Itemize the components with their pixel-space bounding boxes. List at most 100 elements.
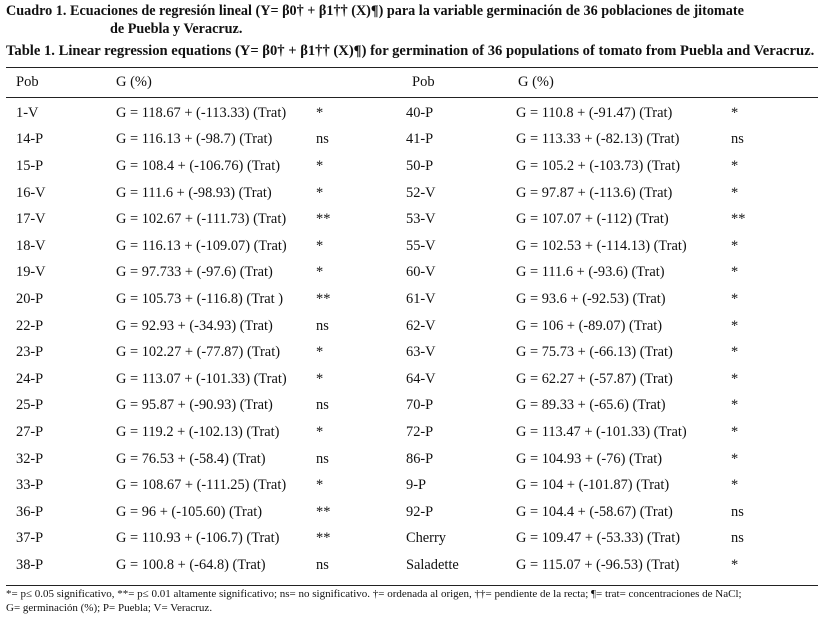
equation-right: G = 102.53 + (-114.13) (Trat) bbox=[516, 237, 687, 254]
significance-left: ** bbox=[316, 503, 331, 520]
equation-right: G = 111.6 + (-93.6) (Trat) bbox=[516, 264, 665, 281]
population-left: 19-V bbox=[16, 264, 46, 281]
significance-right: * bbox=[731, 477, 739, 494]
population-left: 36-P bbox=[16, 503, 44, 520]
equation-right: G = 110.8 + (-91.47) (Trat) bbox=[516, 104, 673, 121]
significance-right: * bbox=[731, 184, 739, 201]
population-left: 17-V bbox=[16, 211, 46, 228]
caption-spanish-line-1: Cuadro 1. Ecuaciones de regresión lineal… bbox=[6, 3, 744, 19]
equation-right: G = 104 + (-101.87) (Trat) bbox=[516, 477, 670, 494]
caption-spanish-line-2: de Puebla y Veracruz. bbox=[110, 21, 243, 37]
equation-left: G = 110.93 + (-106.7) (Trat) bbox=[116, 530, 280, 547]
population-right: 50-P bbox=[406, 157, 434, 174]
population-right: 86-P bbox=[406, 450, 434, 467]
equation-left: G = 76.53 + (-58.4) (Trat) bbox=[116, 450, 266, 467]
equation-left: G = 100.8 + (-64.8) (Trat) bbox=[116, 556, 266, 573]
significance-left: ns bbox=[316, 556, 329, 573]
population-right: 70-P bbox=[406, 397, 434, 414]
table-row: 32-P G = 76.53 + (-58.4) (Trat) ns 86-P G = … bbox=[6, 446, 811, 473]
population-left: 38-P bbox=[16, 556, 44, 573]
table-row: 15-P G = 108.4 + (-106.76) (Trat) * 50-P G =… bbox=[6, 153, 811, 180]
equation-right: G = 115.07 + (-96.53) (Trat) bbox=[516, 556, 680, 573]
significance-left: ns bbox=[316, 450, 329, 467]
significance-left: * bbox=[316, 104, 324, 121]
table-row: 14-P G = 116.13 + (-98.7) (Trat) ns 41-P G =… bbox=[6, 127, 811, 154]
significance-left: ns bbox=[316, 397, 329, 414]
equation-left: G = 116.13 + (-98.7) (Trat) bbox=[116, 131, 273, 148]
population-left: 18-V bbox=[16, 237, 46, 254]
table-row: 17-V G = 102.67 + (-111.73) (Trat) ** 53-V G… bbox=[6, 206, 811, 233]
significance-right: * bbox=[731, 237, 739, 254]
significance-right: * bbox=[731, 370, 739, 387]
significance-right: * bbox=[731, 157, 739, 174]
header-pob-right: Pob bbox=[412, 74, 435, 90]
equation-left: G = 116.13 + (-109.07) (Trat) bbox=[116, 237, 287, 254]
significance-right: * bbox=[731, 450, 739, 467]
significance-left: ** bbox=[316, 290, 331, 307]
significance-right: * bbox=[731, 104, 739, 121]
population-right: 40-P bbox=[406, 104, 434, 121]
equation-right: G = 109.47 + (-53.33) (Trat) bbox=[516, 530, 680, 547]
population-right: 53-V bbox=[406, 211, 436, 228]
equation-right: G = 113.33 + (-82.13) (Trat) bbox=[516, 131, 680, 148]
significance-left: ** bbox=[316, 211, 331, 228]
table-row: 22-P G = 92.93 + (-34.93) (Trat) ns 62-V G =… bbox=[6, 313, 811, 340]
table-row: 33-P G = 108.67 + (-111.25) (Trat) * 9-P G =… bbox=[6, 472, 811, 499]
significance-right: * bbox=[731, 556, 739, 573]
significance-right: ns bbox=[731, 131, 744, 148]
equation-right: G = 113.47 + (-101.33) (Trat) bbox=[516, 423, 687, 440]
header-g-left: G (%) bbox=[116, 74, 152, 90]
population-right: 9-P bbox=[406, 477, 426, 494]
population-right: 55-V bbox=[406, 237, 436, 254]
population-left: 16-V bbox=[16, 184, 46, 201]
equation-left: G = 95.87 + (-90.93) (Trat) bbox=[116, 397, 273, 414]
equation-left: G = 96 + (-105.60) (Trat) bbox=[116, 503, 262, 520]
header-g-right: G (%) bbox=[518, 74, 554, 90]
significance-left: * bbox=[316, 184, 324, 201]
equation-left: G = 108.4 + (-106.76) (Trat) bbox=[116, 157, 280, 174]
equation-right: G = 97.87 + (-113.6) (Trat) bbox=[516, 184, 673, 201]
equation-left: G = 119.2 + (-102.13) (Trat) bbox=[116, 423, 280, 440]
equation-right: G = 106 + (-89.07) (Trat) bbox=[516, 317, 662, 334]
footnote-line-1: *= p≤ 0.05 significativo, **= p≤ 0.01 al… bbox=[6, 588, 742, 600]
table-top-rule bbox=[6, 67, 818, 68]
equation-left: G = 97.733 + (-97.6) (Trat) bbox=[116, 264, 273, 281]
significance-right: * bbox=[731, 397, 739, 414]
significance-right: * bbox=[731, 264, 739, 281]
significance-left: * bbox=[316, 264, 324, 281]
significance-left: ns bbox=[316, 317, 329, 334]
population-right: Saladette bbox=[406, 556, 459, 573]
table-row: 36-P G = 96 + (-105.60) (Trat) ** 92-P G = 1… bbox=[6, 499, 811, 526]
population-right: 72-P bbox=[406, 423, 434, 440]
equation-left: G = 111.6 + (-98.93) (Trat) bbox=[116, 184, 272, 201]
population-right: 92-P bbox=[406, 503, 434, 520]
caption-english: Table 1. Linear regression equations (Y=… bbox=[6, 43, 815, 59]
equation-right: G = 107.07 + (-112) (Trat) bbox=[516, 211, 669, 228]
equation-left: G = 92.93 + (-34.93) (Trat) bbox=[116, 317, 273, 334]
table-row: 16-V G = 111.6 + (-98.93) (Trat) * 52-V G = … bbox=[6, 180, 811, 207]
table-row: 25-P G = 95.87 + (-90.93) (Trat) ns 70-P G =… bbox=[6, 393, 811, 420]
significance-left: * bbox=[316, 423, 324, 440]
population-right: 62-V bbox=[406, 317, 436, 334]
population-right: 52-V bbox=[406, 184, 436, 201]
equation-left: G = 105.73 + (-116.8) (Trat ) bbox=[116, 290, 284, 307]
table-row: 37-P G = 110.93 + (-106.7) (Trat) ** Cherry… bbox=[6, 526, 811, 553]
equation-left: G = 113.07 + (-101.33) (Trat) bbox=[116, 370, 287, 387]
table-row: 19-V G = 97.733 + (-97.6) (Trat) * 60-V G = … bbox=[6, 260, 811, 287]
table-row: 23-P G = 102.27 + (-77.87) (Trat) * 63-V G =… bbox=[6, 339, 811, 366]
equation-right: G = 105.2 + (-103.73) (Trat) bbox=[516, 157, 680, 174]
population-left: 25-P bbox=[16, 397, 44, 414]
population-left: 22-P bbox=[16, 317, 44, 334]
significance-right: ns bbox=[731, 530, 744, 547]
population-left: 32-P bbox=[16, 450, 44, 467]
table-row: 1-V G = 118.67 + (-113.33) (Trat) * 40-P G =… bbox=[6, 100, 811, 127]
header-rule bbox=[6, 97, 818, 98]
population-right: 64-V bbox=[406, 370, 436, 387]
population-left: 23-P bbox=[16, 344, 44, 361]
significance-left: * bbox=[316, 344, 324, 361]
population-left: 37-P bbox=[16, 530, 44, 547]
table-row: 27-P G = 119.2 + (-102.13) (Trat) * 72-P G =… bbox=[6, 419, 811, 446]
significance-right: * bbox=[731, 423, 739, 440]
population-left: 33-P bbox=[16, 477, 44, 494]
population-right: 61-V bbox=[406, 290, 436, 307]
